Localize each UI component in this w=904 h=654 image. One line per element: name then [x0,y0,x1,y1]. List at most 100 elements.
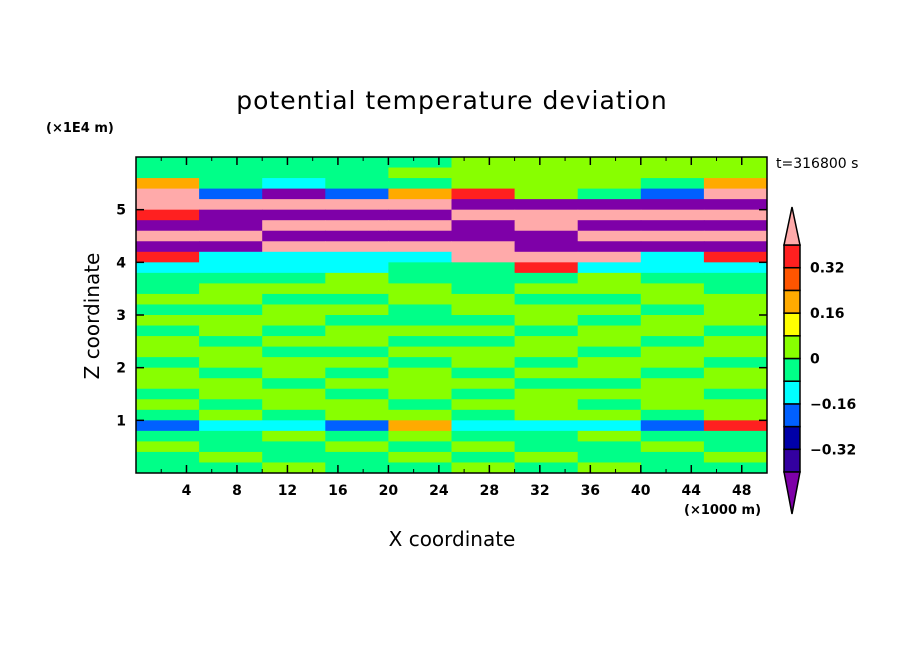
contour-cell [325,262,389,274]
chart-title: potential temperature deviation [236,86,668,115]
contour-cell [388,262,452,274]
contour-cell [136,315,200,327]
y-tick-label: 3 [116,308,126,324]
x-tick-label: 36 [581,483,600,499]
contour-cell [451,209,516,221]
contour-cell [199,378,263,390]
contour-cell [577,167,642,179]
contour-cell [514,230,579,242]
contour-cell [514,272,579,284]
x-tick-label: 40 [631,483,651,499]
colorbar-box [783,403,801,428]
contour-cell [388,462,452,474]
contour-cell [514,346,579,358]
contour-cell [388,188,452,200]
y-tick-label: 4 [116,255,126,271]
contour-cell [388,283,452,295]
contour-cell [451,157,516,169]
contour-cell [577,388,642,400]
colorbar-box [783,244,801,269]
contour-cell [262,304,326,316]
contour-cell [388,378,452,390]
contour-cell [388,346,452,358]
contour-cell [577,399,642,411]
contour-cell [514,420,579,432]
contour-cell [514,188,579,200]
contour-cell [199,220,263,232]
contour-cell [199,367,263,379]
contour-cell [451,388,516,400]
contour-cell [388,315,452,327]
contour-cell [325,462,389,474]
colorbar-top-triangle [783,206,801,246]
contour-cell [451,283,516,295]
contour-cell [136,378,200,390]
contour-cell [640,272,705,284]
contour-cell [325,272,389,284]
contour-cell [640,357,705,369]
contour-cell [136,293,200,305]
colorbar-label: 0 [810,352,820,368]
contour-cell [640,430,705,442]
contour-cell [577,209,642,221]
contour-cell [703,283,768,295]
contour-cell [199,304,263,316]
contour-cell [514,304,579,316]
contour-cell [388,241,452,253]
contour-cell [325,315,389,327]
contour-cell [325,399,389,411]
contour-cell [262,378,326,390]
contour-cell [703,462,768,474]
x-unit-label: (×1000 m) [684,503,762,518]
colorbar-label: −0.16 [810,397,856,413]
contour-cell [388,451,452,463]
x-tick-label: 20 [379,483,399,499]
contour-cell [199,388,263,400]
contour-cell [640,399,705,411]
colorbar-box [783,448,801,473]
contour-cell [577,304,642,316]
contour-cell [388,304,452,316]
contour-cell [703,251,768,263]
contour-cell [640,241,705,253]
contour-cell [703,230,768,242]
x-tick-label: 32 [530,483,549,499]
contour-cell [136,346,200,358]
contour-cell [703,241,768,253]
contour-cell [577,157,642,169]
contour-cell [514,388,579,400]
contour-cell [640,336,705,348]
contour-cell [388,388,452,400]
contour-cell [703,430,768,442]
contour-cell [199,462,263,474]
contour-cell [388,430,452,442]
contour-cell [262,357,326,369]
contour-cell [262,367,326,379]
contour-cell [388,167,452,179]
contour-cell [262,272,326,284]
contour-cell [136,220,200,232]
contour-cell [703,199,768,211]
contour-cell [514,283,579,295]
contour-cell [640,409,705,421]
contour-cell [514,325,579,337]
contour-cell [514,441,579,453]
contour-cell [514,315,579,327]
contour-cell [325,178,389,190]
contour-cell [451,178,516,190]
contour-cell [136,199,200,211]
contour-cell [388,420,452,432]
contour-cell [325,167,389,179]
contour-cell [262,209,326,221]
contour-cell [514,167,579,179]
contour-cell [577,283,642,295]
x-tick-label: 16 [328,483,347,499]
contour-cell [199,293,263,305]
contour-cell [703,157,768,169]
contour-cell [325,199,389,211]
contour-cell [199,178,263,190]
contour-cell [388,178,452,190]
contour-cell [262,315,326,327]
contour-cell [136,178,200,190]
